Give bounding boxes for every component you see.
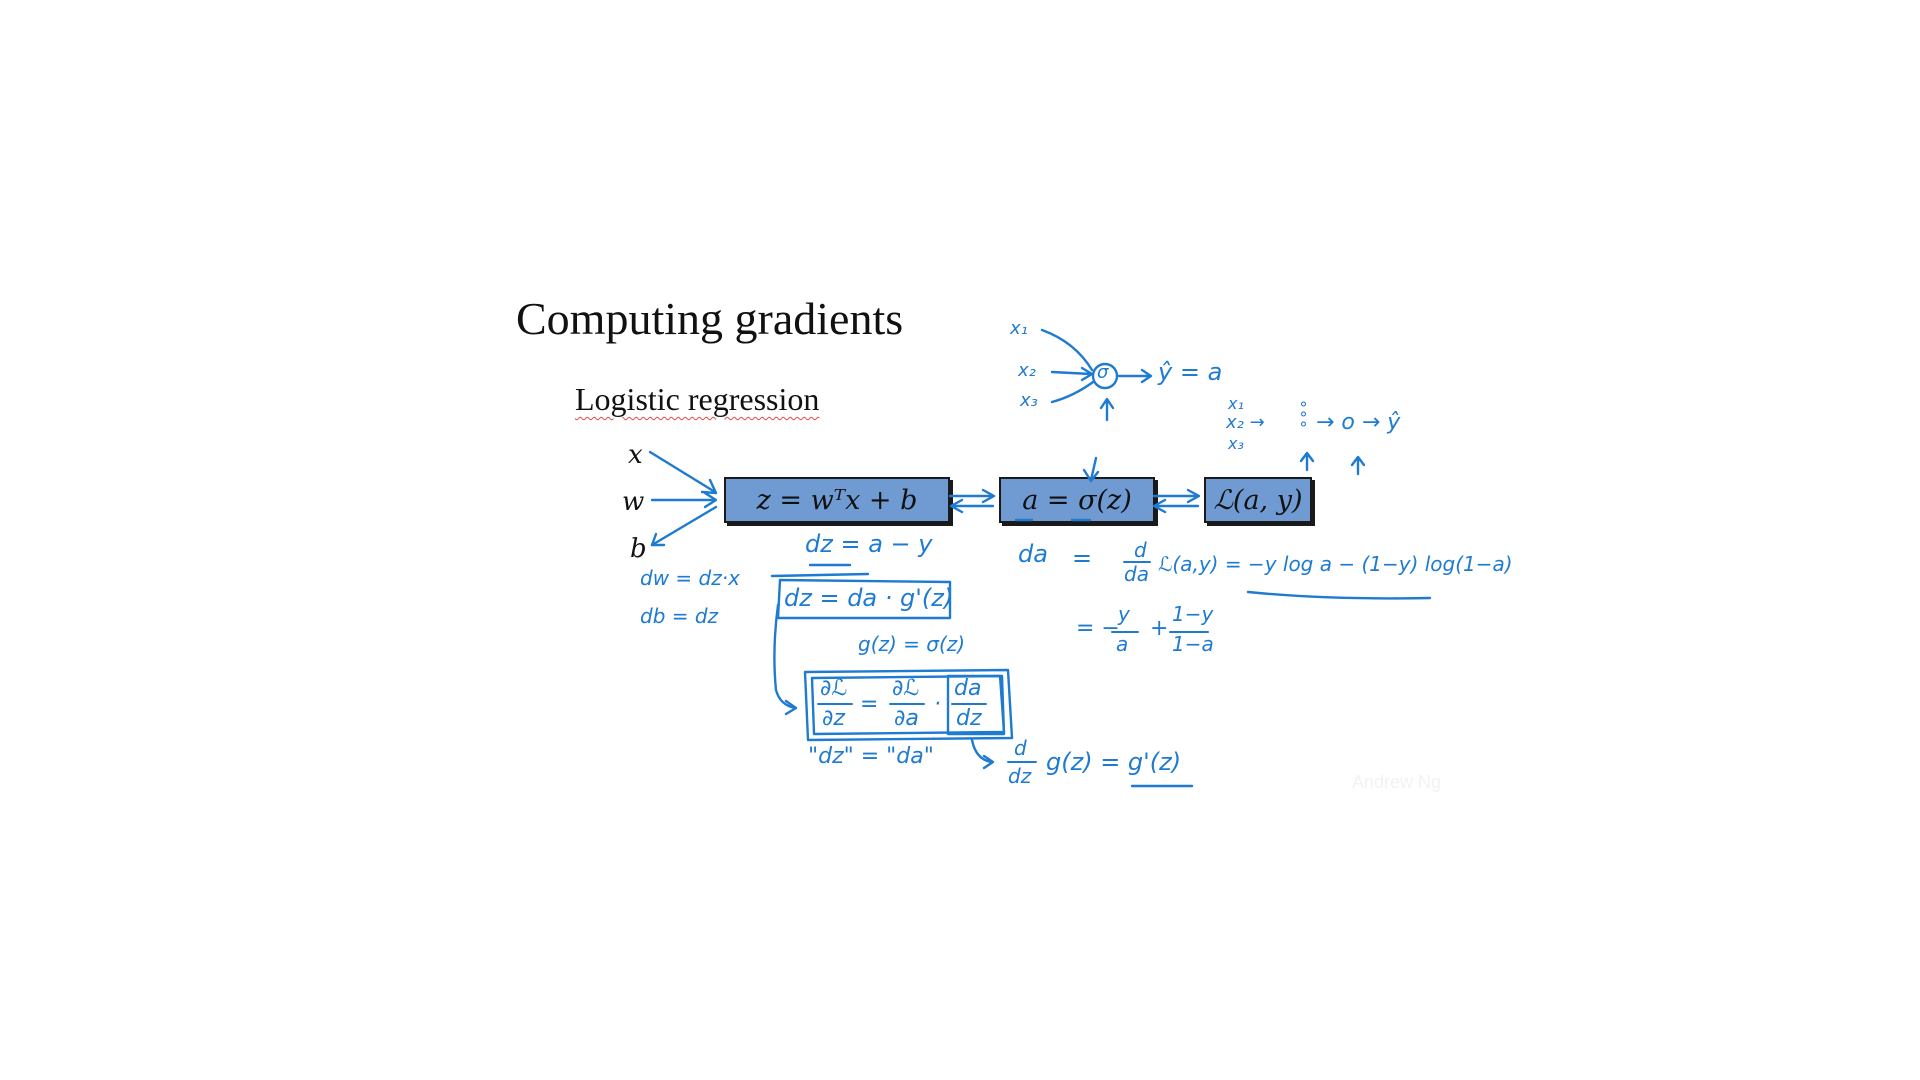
- chain-mid-num: ∂ℒ: [892, 676, 920, 701]
- arrow-z-to-a: [948, 488, 996, 504]
- arrow-x-to-node: [648, 450, 717, 494]
- arrow-L-to-a: [1152, 498, 1200, 514]
- chain-dot: ·: [934, 692, 941, 717]
- dgdz-den: dz: [1008, 764, 1032, 788]
- da-frac-num: d: [1134, 538, 1147, 562]
- arrow-up-neuron: [1099, 397, 1115, 422]
- arrow-neuron-out: [1117, 368, 1153, 384]
- box-da-dz: [946, 674, 1006, 736]
- activation-node-label: a = σ(z): [1022, 484, 1132, 516]
- chain-lhs-den: ∂z: [822, 706, 845, 731]
- chain-rhs-den: dz: [956, 706, 982, 731]
- net-x2: x₂ →: [1226, 412, 1265, 433]
- linear-node: z = wᵀx + b: [724, 477, 950, 523]
- da-result-prefix: = −: [1076, 616, 1120, 641]
- chain-eq: =: [860, 692, 879, 717]
- da-result-n1: y: [1118, 602, 1130, 626]
- activation-node: a = σ(z): [999, 477, 1155, 523]
- loss-node: ℒ(a, y): [1204, 477, 1312, 523]
- box-chain-rule: [803, 668, 1014, 742]
- arrowhead-w: [703, 491, 718, 509]
- da-label: da: [1018, 540, 1048, 568]
- arrowhead-b: [650, 532, 666, 547]
- arrow-up-net-2: [1350, 455, 1366, 476]
- dgdz-num: d: [1014, 736, 1027, 760]
- dw-formula: dw = dz·x: [640, 566, 740, 590]
- arrow-x1-to-neuron: [1040, 328, 1094, 372]
- da-result-d2: 1−a: [1172, 632, 1214, 656]
- arrow-to-dgdz: [970, 738, 995, 770]
- author-credit: Andrew Ng: [1352, 772, 1442, 792]
- da-result-n2: 1−y: [1172, 602, 1214, 626]
- input-b-label: b: [630, 534, 647, 564]
- da-frac-den: da: [1124, 562, 1149, 586]
- arrowhead-x: [700, 478, 718, 495]
- box-dz-chain-top: [770, 572, 870, 578]
- dz-chain-formula: dz = da · g'(z): [784, 584, 954, 612]
- nn-sigma: σ: [1097, 362, 1109, 383]
- arrow-b-to-node: [650, 505, 718, 547]
- nn-x2: x₂: [1018, 360, 1036, 381]
- net-x3: x₃: [1228, 434, 1244, 453]
- chain-lhs-num: ∂ℒ: [820, 676, 848, 701]
- input-w-label: w: [622, 487, 645, 517]
- da-result-d1: a: [1116, 632, 1129, 656]
- chain-rhs-num: da: [954, 676, 982, 701]
- arrow-a-to-z: [949, 498, 995, 514]
- underline-da-rhs: [1246, 590, 1432, 600]
- da-rhs: ℒ(a,y) = −y log a − (1−y) log(1−a): [1158, 552, 1513, 576]
- arrow-x3-to-neuron: [1050, 380, 1095, 404]
- arrow-x2-to-neuron: [1050, 366, 1094, 382]
- dz-equals-a-minus-y: dz = a − y: [805, 530, 933, 558]
- chain-names: "dz" = "da": [808, 744, 934, 769]
- da-equals: =: [1072, 544, 1093, 572]
- chain-mid-den: ∂a: [894, 706, 919, 731]
- neuron-circle: [1091, 362, 1119, 390]
- net-hidden-nodes: °°°: [1290, 400, 1309, 430]
- linear-node-label: z = wᵀx + b: [756, 484, 918, 516]
- dgdz-rest: g(z) = g'(z): [1046, 748, 1182, 776]
- loss-node-label: ℒ(a, y): [1213, 484, 1303, 516]
- slide-subtitle: Logistic regression: [575, 381, 820, 417]
- g-definition: g(z) = σ(z): [858, 632, 966, 656]
- input-x-label: x: [628, 440, 643, 470]
- db-formula: db = dz: [640, 604, 719, 628]
- nn-yhat: ŷ = a: [1158, 358, 1223, 386]
- nn-x3: x₃: [1020, 390, 1038, 411]
- net-x1: x₁: [1228, 394, 1244, 413]
- slide-title: Computing gradients: [516, 293, 904, 344]
- arrow-up-net-1: [1299, 451, 1315, 472]
- connector-to-chain: [773, 603, 798, 716]
- da-result-plus: +: [1150, 616, 1169, 641]
- arrow-into-sigma: [1082, 456, 1100, 483]
- net-output: → o → ŷ: [1316, 410, 1401, 435]
- nn-x1: x₁: [1010, 318, 1028, 339]
- arrow-a-to-L: [1152, 488, 1201, 504]
